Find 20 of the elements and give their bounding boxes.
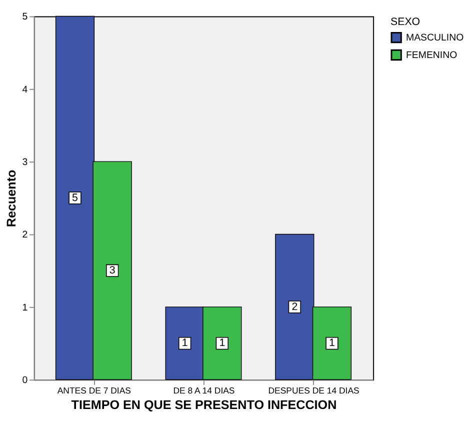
x-tick-label: DESPUES DE 14 DIAS (268, 386, 360, 396)
data-label: 1 (219, 337, 226, 350)
legend-title: SEXO (390, 16, 420, 28)
data-label: 1 (182, 337, 188, 350)
y-tick-label: 2 (22, 230, 28, 241)
y-tick-label: 1 (22, 302, 28, 314)
x-tick-label: ANTES DE 7 DIAS (57, 386, 132, 396)
data-label: 3 (109, 264, 116, 277)
data-label: 1 (329, 337, 336, 350)
y-axis-title: Recuento (4, 169, 18, 228)
legend-label: MASCULINO (406, 32, 464, 44)
data-label: 5 (72, 192, 78, 204)
data-label: 2 (292, 300, 298, 313)
legend-label: FEMENINO (406, 50, 458, 61)
y-tick-label: 4 (22, 84, 28, 96)
y-tick-label: 0 (22, 375, 28, 386)
x-tick-label: DE 8 A 14 DIAS (173, 386, 235, 396)
x-axis-title: TIEMPO EN QUE SE PRESENTO INFECCION (71, 398, 337, 412)
y-tick-label: 5 (22, 12, 28, 23)
y-tick-label: 3 (22, 156, 28, 168)
